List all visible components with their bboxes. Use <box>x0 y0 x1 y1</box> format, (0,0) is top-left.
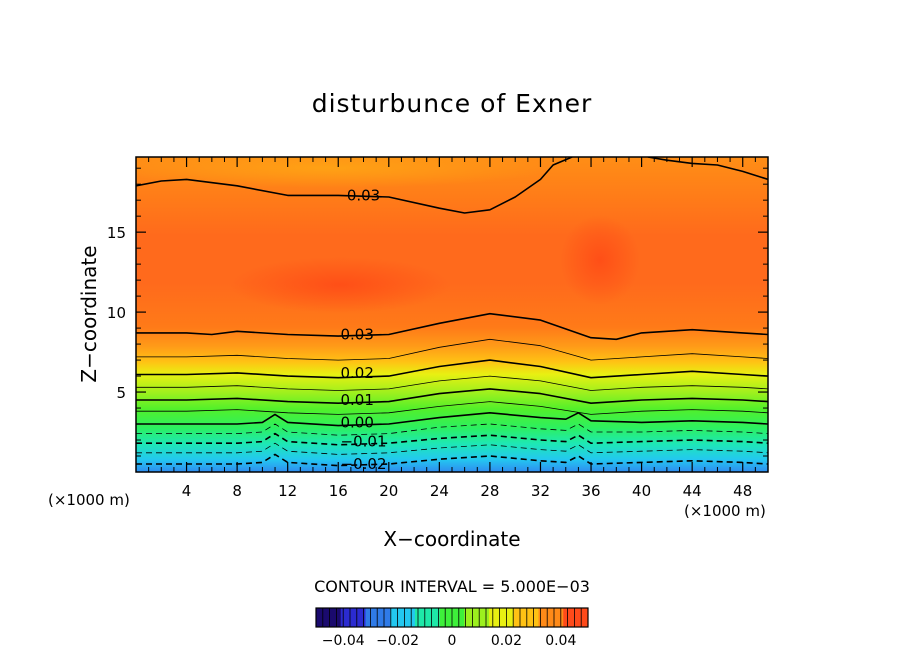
colorbar-tick-labels: −0.04 −0.02 0 0.02 0.04 <box>322 633 577 649</box>
colorbar-tick-label-4: 0.04 <box>545 633 576 649</box>
colorbar-segment-0 <box>316 608 342 627</box>
contour-label-3: 0.01 <box>340 391 373 409</box>
contour-label-2: 0.02 <box>340 364 373 382</box>
colorbar-segment-10 <box>563 608 589 627</box>
x-tick-label-4: 20 <box>379 482 398 500</box>
colorbar-segment-3 <box>390 608 416 627</box>
x-tick-label-6: 28 <box>480 482 499 500</box>
x-tick-label-0: 4 <box>182 482 192 500</box>
contour-line-3 <box>136 338 768 361</box>
field-core-maximum <box>230 257 450 313</box>
x-axis-ticks: 4 8 12 16 20 24 28 32 36 40 44 48 <box>148 157 756 500</box>
contour-line-9 <box>136 423 768 436</box>
contour-line-0 <box>136 157 573 214</box>
chart-title: disturbunce of Exner <box>312 89 593 118</box>
contour-line-12 <box>136 453 768 467</box>
y-axis-ticks: 5 10 15 <box>107 167 768 457</box>
contour-label-6: −0.02 <box>341 455 387 473</box>
x-tick-label-10: 44 <box>683 482 702 500</box>
colorbar-frame <box>315 607 589 628</box>
contour-line-4 <box>136 359 768 379</box>
colorbar-segment-7 <box>489 608 515 627</box>
x-tick-label-9: 40 <box>632 482 651 500</box>
contour-line-1 <box>647 157 768 181</box>
x-tick-label-5: 24 <box>430 482 449 500</box>
colorbar-segment-2 <box>365 608 391 627</box>
x-unit-right: (×1000 m) <box>684 502 766 520</box>
x-tick-label-2: 12 <box>278 482 297 500</box>
colorbar-segment-1 <box>340 608 366 627</box>
contour-line-5 <box>136 375 768 391</box>
y-tick-label-1: 10 <box>107 304 126 322</box>
contour-line-2 <box>136 312 768 341</box>
x-tick-label-8: 36 <box>581 482 600 500</box>
contour-label-5: −0.01 <box>341 433 387 451</box>
contour-label-0: 0.03 <box>347 186 380 204</box>
contour-label-1: 0.03 <box>340 325 373 343</box>
contour-label-4: 0.00 <box>340 413 373 431</box>
contour-line-10 <box>136 432 768 446</box>
field-background <box>136 157 768 472</box>
x-tick-label-3: 16 <box>329 482 348 500</box>
x-tick-label-11: 48 <box>733 482 752 500</box>
contour-lines <box>136 157 768 467</box>
contour-line-6 <box>136 388 768 404</box>
field-top-band <box>136 157 550 188</box>
colorbar-tick-label-1: −0.02 <box>376 633 419 649</box>
x-unit-left: (×1000 m) <box>48 491 130 509</box>
contour-field <box>136 157 768 472</box>
contour-interval-text: CONTOUR INTERVAL = 5.000E−03 <box>314 577 590 596</box>
contour-line-8 <box>136 412 768 427</box>
colorbar-tick-label-2: 0 <box>448 633 457 649</box>
x-tick-label-7: 32 <box>531 482 550 500</box>
colorbar-segment-4 <box>414 608 441 627</box>
y-tick-label-0: 5 <box>116 384 126 402</box>
colorbar-segment-9 <box>538 608 564 627</box>
colorbar-segment-6 <box>464 608 490 627</box>
field-core-maximum-east <box>560 215 640 305</box>
contour-line-7 <box>136 401 768 415</box>
y-axis-label: Z−coordinate <box>77 245 101 382</box>
contour-line-11 <box>136 442 768 455</box>
x-tick-label-1: 8 <box>232 482 242 500</box>
y-tick-label-2: 15 <box>107 224 126 242</box>
colorbar-tick-label-3: 0.02 <box>491 633 522 649</box>
colorbar-tick-label-0: −0.04 <box>322 633 365 649</box>
contour-labels: 0.03 0.03 0.02 0.01 0.00 −0.01 −0.02 <box>340 186 386 473</box>
x-axis-label: X−coordinate <box>383 527 520 551</box>
colorbar <box>315 607 589 628</box>
